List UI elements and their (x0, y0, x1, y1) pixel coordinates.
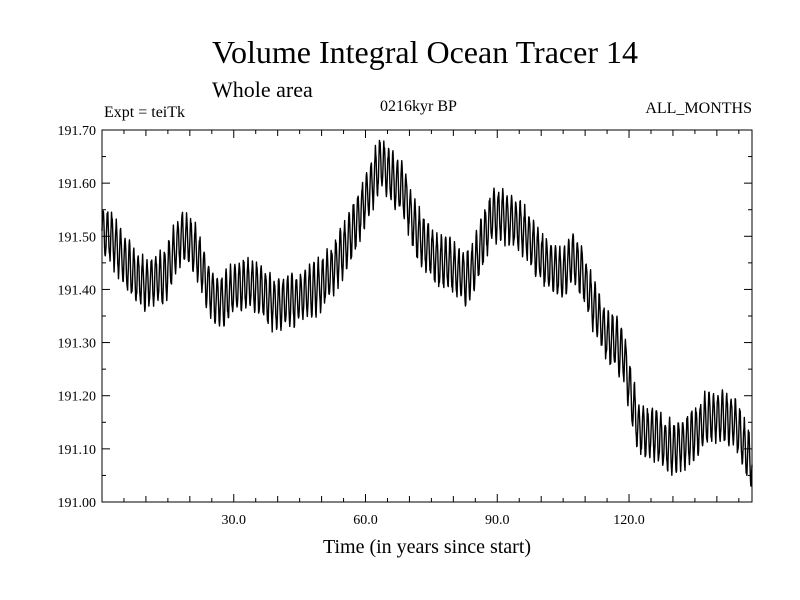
x-tick-label: 120.0 (613, 513, 645, 528)
y-tick-label: 191.00 (58, 496, 97, 511)
y-tick-label: 191.60 (58, 177, 97, 192)
x-axis-label: Time (in years since start) (322, 536, 532, 558)
y-tick-label: 191.50 (58, 230, 97, 245)
y-tick-label: 191.30 (58, 337, 97, 352)
y-axis: 191.00 191.10 191.20 191.30 191.40 191.50 191.… (58, 124, 752, 511)
series-line (101, 139, 753, 487)
y-tick-label: 191.40 (58, 283, 97, 298)
x-axis: 30.0 60.0 90.0 120.0 (123, 130, 740, 528)
experiment-label: Expt = teiTk (104, 104, 186, 121)
x-tick-label: 60.0 (353, 513, 378, 528)
months-label: ALL_MONTHS (645, 100, 752, 117)
x-tick-label: 30.0 (222, 513, 247, 528)
x-tick-label: 90.0 (485, 513, 510, 528)
period-label: 0216kyr BP (380, 98, 457, 115)
y-tick-label: 191.70 (58, 124, 97, 139)
chart-title: Volume Integral Ocean Tracer 14 (212, 34, 638, 70)
y-tick-label: 191.20 (58, 390, 97, 405)
chart-subtitle: Whole area (212, 77, 313, 102)
y-tick-label: 191.10 (58, 443, 97, 458)
